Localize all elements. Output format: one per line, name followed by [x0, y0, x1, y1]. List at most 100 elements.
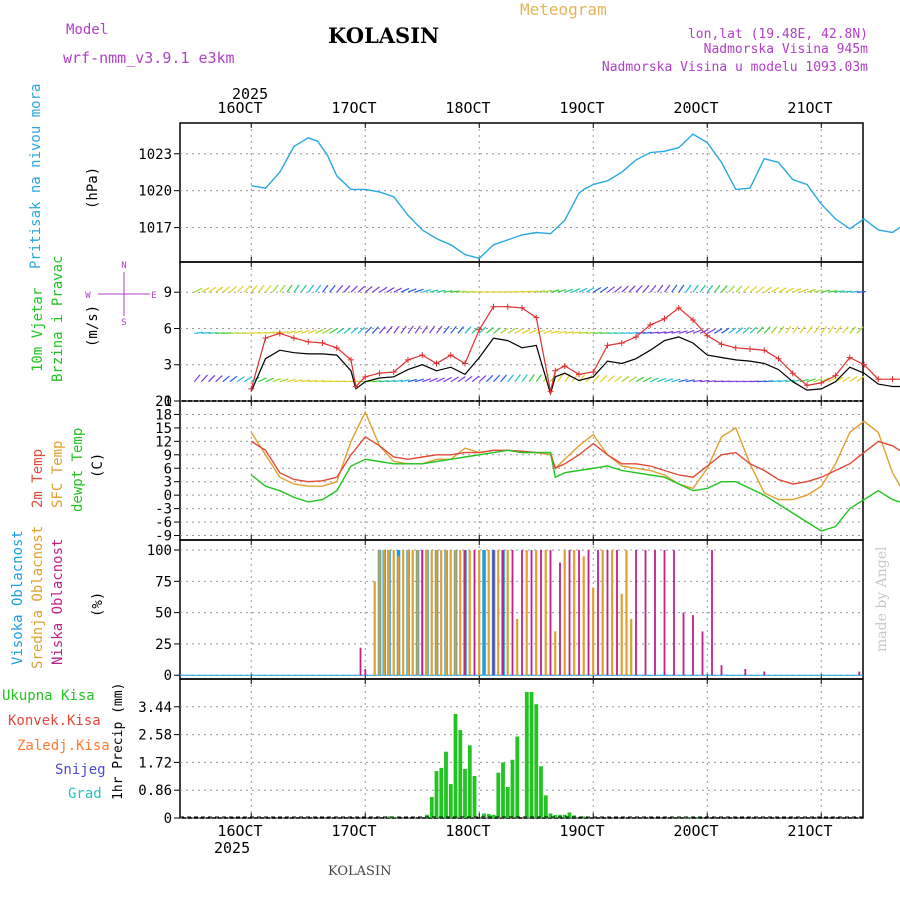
wind-arrow-icon — [608, 287, 615, 292]
wind-arrow-icon — [216, 287, 223, 292]
bottom-day-label: 18OCT — [445, 822, 490, 840]
wind-arrow-icon — [757, 327, 763, 334]
wind-arrow-icon — [280, 285, 285, 292]
y-tick-label: 50 — [155, 606, 172, 622]
low-cloud-bar — [569, 550, 571, 675]
mid-cloud-bar — [459, 550, 461, 675]
precip-bar — [539, 766, 543, 818]
wind-arrow-icon — [444, 326, 450, 333]
wind-arrow-icon — [821, 326, 826, 333]
wind-arrow-icon — [258, 285, 264, 292]
wind-arrow-icon — [372, 327, 378, 334]
top-day-label: 20OCT — [673, 99, 718, 117]
mid-cloud-bar — [412, 550, 414, 675]
wind-arrow-icon — [600, 375, 607, 381]
top-day-label: 17OCT — [331, 99, 376, 117]
precip-bar — [558, 815, 562, 818]
gust-marker — [320, 340, 326, 346]
wind-arrow-icon — [722, 328, 730, 333]
wind-arrow-icon — [429, 326, 434, 333]
wind-arrow-icon — [486, 375, 492, 381]
low-cloud-bar — [664, 550, 666, 675]
panel-frame — [180, 401, 863, 540]
wind-arrow-icon — [394, 288, 402, 292]
gust-marker — [733, 345, 739, 351]
wind-arrow-icon — [593, 288, 601, 293]
wind-arrow-icon — [608, 376, 615, 382]
mid-cloud-bar — [583, 556, 585, 675]
precip-bar — [525, 692, 529, 818]
wind-arrow-icon — [344, 328, 351, 334]
wind-arrow-icon — [209, 287, 217, 292]
precip-bar — [544, 795, 548, 818]
low-cloud-bar — [673, 550, 675, 675]
wind-arrow-icon — [323, 285, 329, 292]
dewpoint-temp-line — [251, 450, 900, 531]
wind-arrow-icon — [251, 286, 257, 293]
wind-arrow-icon — [237, 377, 244, 382]
t2m-temp-line — [251, 437, 900, 484]
mid-cloud-bar — [378, 550, 380, 675]
gust-marker — [305, 339, 311, 345]
gust-marker — [719, 341, 725, 347]
wind-arrow-icon — [515, 375, 521, 382]
wind-arrow-icon — [230, 376, 237, 382]
top-day-label: 21OCT — [787, 99, 832, 117]
wind-arrow-icon — [643, 378, 651, 382]
low-cloud-bar — [521, 550, 523, 675]
wind-arrow-icon — [536, 374, 541, 381]
wind-arrow-icon — [515, 329, 523, 333]
wind-arrow-icon — [700, 285, 705, 292]
mid-cloud-bar — [450, 550, 452, 675]
gust-marker — [552, 368, 558, 374]
wind-arrow-icon — [401, 326, 406, 333]
bottom-year-label: 2025 — [214, 839, 250, 857]
wind-arrow-icon — [465, 327, 471, 334]
cloud-label-mid: Srednja Oblacnost — [30, 526, 46, 669]
wind-arrow-icon — [344, 286, 350, 293]
low-cloud-bar — [763, 672, 765, 676]
wind-arrow-icon — [522, 329, 530, 333]
precip-bar — [449, 784, 453, 818]
mid-cloud-bar — [535, 550, 537, 675]
low-cloud-bar — [531, 550, 533, 675]
wind-arrow-icon — [665, 285, 670, 292]
top-day-label: 16OCT — [217, 99, 262, 117]
wind-arrow-icon — [287, 285, 292, 292]
mid-cloud-bar — [374, 581, 376, 675]
gust-marker — [562, 363, 568, 369]
mid-cloud-bar — [407, 550, 409, 675]
precip-bar — [501, 762, 505, 818]
wind-arrow-icon — [209, 375, 215, 381]
mid-cloud-bar — [397, 556, 399, 675]
low-cloud-bar — [692, 615, 694, 675]
mid-cloud-bar — [554, 631, 556, 675]
precip-label-total: Ukupna Kisa — [2, 688, 95, 704]
wind-arrow-icon — [415, 326, 420, 333]
wind-arrow-icon — [508, 375, 514, 382]
wind-arrow-icon — [451, 326, 457, 333]
precip-unit: 1hr Precip (mm) — [111, 683, 126, 800]
wind-arrow-icon — [757, 287, 764, 293]
wind-arrow-icon — [458, 377, 465, 382]
low-cloud-bar — [597, 550, 599, 675]
mid-cloud-bar — [516, 619, 518, 675]
wind-arrow-icon — [764, 287, 771, 292]
wind-arrow-icon — [465, 376, 472, 381]
wind-arrow-icon — [850, 376, 857, 381]
low-cloud-bar — [702, 631, 704, 675]
gust-marker — [377, 370, 383, 376]
compass-w: W — [85, 291, 91, 301]
low-cloud-bar — [683, 613, 685, 676]
wind-arrow-icon — [372, 287, 379, 292]
gust-marker — [619, 340, 625, 346]
precip-label-conv: Konvek.Kisa — [8, 713, 101, 729]
y-tick-label: 3 — [164, 358, 172, 374]
precip-bar — [530, 692, 534, 818]
wind-arrow-icon — [679, 285, 684, 292]
model-name: wrf-nmm_v3.9.1 e3km — [63, 49, 235, 67]
wind-arrow-icon — [615, 286, 622, 292]
station-title: KOLASIN — [328, 23, 439, 48]
wind-arrow-icon — [779, 326, 785, 333]
